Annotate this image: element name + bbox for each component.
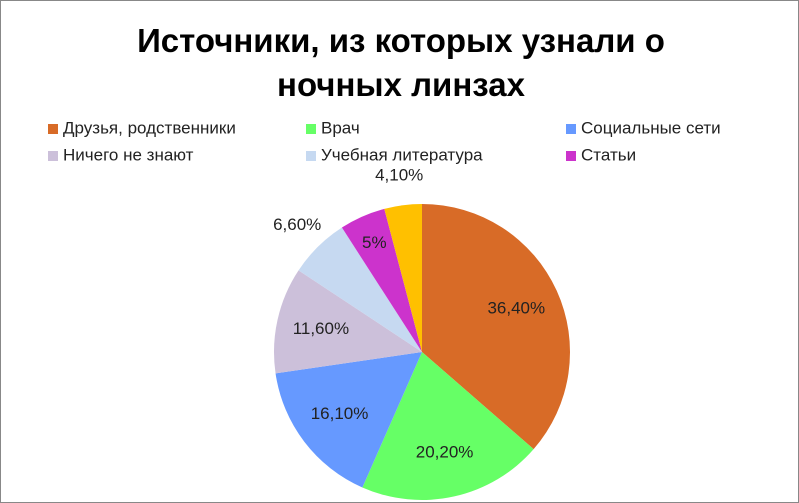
pie-slice xyxy=(275,352,422,488)
legend-marker xyxy=(48,124,58,134)
data-label: 4,10% xyxy=(375,165,423,184)
legend-label: Друзья, родственники xyxy=(63,118,236,137)
data-label: 20,20% xyxy=(416,443,474,462)
legend-marker xyxy=(566,151,576,161)
legend-label: Ничего не знают xyxy=(63,145,194,164)
chart-title: Источники, из которых узнали о ночных ли… xyxy=(137,22,665,103)
data-label: 36,40% xyxy=(487,299,545,318)
data-label: 5% xyxy=(362,233,387,252)
legend-marker xyxy=(306,151,316,161)
legend-label: Статьи xyxy=(581,145,636,164)
pie-slice xyxy=(298,227,422,352)
pie-slice xyxy=(384,204,422,352)
data-label: 11,60% xyxy=(293,319,349,338)
legend-label: Социальные сети xyxy=(581,118,721,137)
legend-label: Учебная литература xyxy=(321,145,483,164)
pie-slice xyxy=(362,352,534,500)
pie-slice xyxy=(422,204,570,450)
data-label: 6,60% xyxy=(273,215,321,234)
pie-slice xyxy=(274,270,422,374)
legend-marker xyxy=(566,124,576,134)
legend-marker xyxy=(306,124,316,134)
data-label: 16,10% xyxy=(311,404,369,423)
legend-label: Врач xyxy=(321,118,360,137)
pie-slice xyxy=(341,208,422,352)
legend-marker xyxy=(48,151,58,161)
